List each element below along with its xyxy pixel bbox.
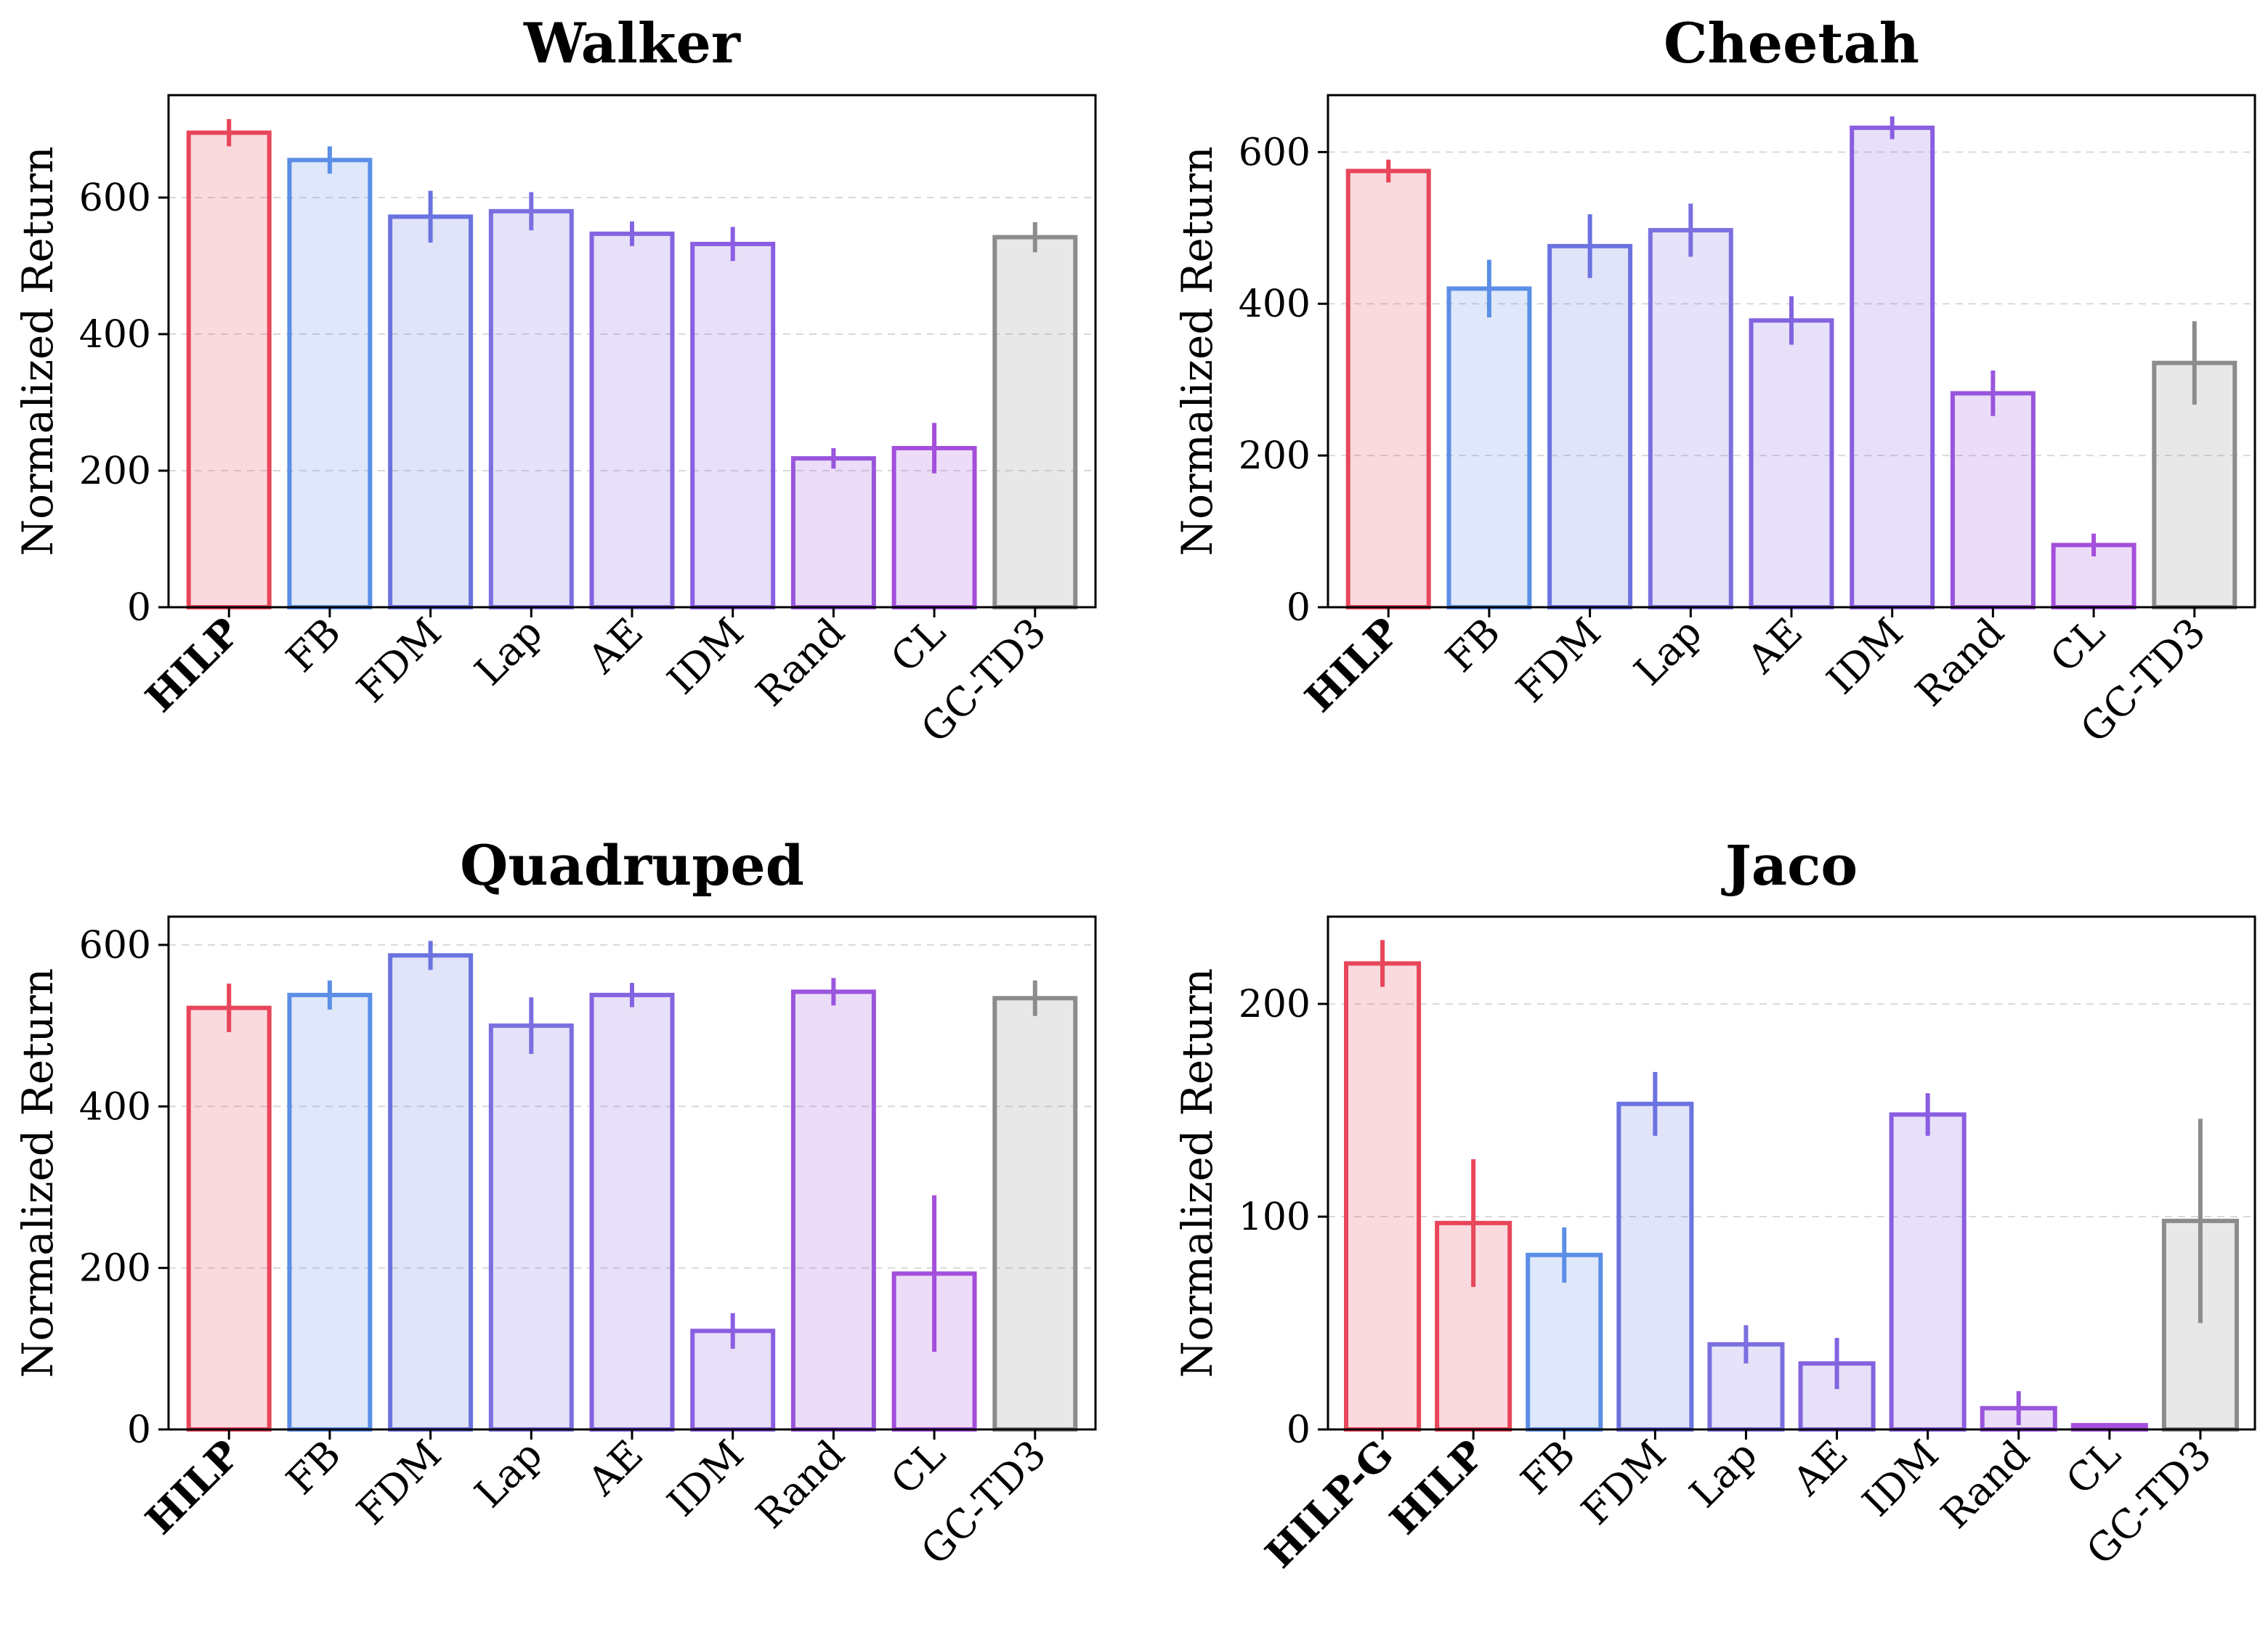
y-tick-label: 0 <box>127 586 151 630</box>
bar-rand <box>1950 391 2036 609</box>
y-axis-label: Normalized Return <box>1173 146 1222 556</box>
bar-rand <box>790 456 876 610</box>
x-tick-label: FDM <box>1573 1432 1675 1534</box>
x-tick-label: IDM <box>659 1432 753 1525</box>
bar-fb <box>287 158 373 610</box>
x-tick-label: Rand <box>748 609 854 715</box>
x-tick-label: FDM <box>1507 609 1610 712</box>
bar-fdm <box>388 953 474 1432</box>
x-tick-label: FB <box>278 1432 349 1504</box>
y-axis-label: Normalized Return <box>1173 968 1222 1378</box>
x-tick-label: AE <box>1783 1432 1857 1505</box>
x-tick-label: CL <box>882 609 954 681</box>
bar-ae <box>1798 1361 1876 1432</box>
y-tick-label: 600 <box>1239 131 1311 174</box>
bar-fdm <box>1616 1101 1694 1432</box>
y-tick-label: 200 <box>79 450 151 493</box>
x-tick-label: FB <box>278 609 349 681</box>
x-tick-label: HILP <box>137 609 249 721</box>
bar-idm <box>1850 125 1935 609</box>
x-tick-label: AE <box>578 1432 652 1505</box>
x-tick-label: Lap <box>1625 609 1710 694</box>
bar-fb <box>287 992 373 1432</box>
y-tick-label: 100 <box>1239 1196 1311 1239</box>
x-tick-label: HILP <box>137 1431 249 1543</box>
x-tick-label: FB <box>1512 1432 1584 1504</box>
x-tick-label: CL <box>882 1432 954 1504</box>
y-axis-label: Normalized Return <box>13 968 62 1378</box>
bar-hilp <box>186 130 272 609</box>
y-tick-label: 400 <box>79 313 151 357</box>
bar-fdm <box>388 214 474 609</box>
x-tick-label: Rand <box>1932 1432 2038 1538</box>
y-tick-label: 200 <box>1239 434 1311 478</box>
x-tick-label: IDM <box>1853 1432 1947 1525</box>
bar-ae <box>589 992 675 1432</box>
bar-lap <box>488 208 574 609</box>
bar-idm <box>690 241 776 609</box>
bar-hilp-g <box>1344 961 1422 1432</box>
bar-rand <box>790 989 876 1432</box>
bar-ae <box>589 231 675 609</box>
y-tick-label: 0 <box>1287 586 1311 630</box>
x-tick-label: HILP-G <box>1256 1431 1402 1577</box>
axes-frame <box>1327 915 2256 1431</box>
y-tick-label: 400 <box>1239 283 1311 326</box>
y-tick-label: 400 <box>79 1085 151 1129</box>
x-tick-label: CL <box>2057 1432 2129 1504</box>
x-tick-label: Lap <box>1681 1432 1766 1517</box>
chart-title: Cheetah <box>1664 11 1919 76</box>
chart-title: Quadruped <box>460 833 804 898</box>
bar-idm <box>1889 1112 1967 1432</box>
bar-fb <box>1446 286 1532 609</box>
x-tick-label: AE <box>1738 609 1811 683</box>
y-tick-label: 600 <box>79 924 151 967</box>
x-tick-label: Lap <box>466 609 551 694</box>
chart-title: Walker <box>523 11 741 76</box>
x-tick-label: CL <box>2041 609 2113 681</box>
x-tick-label: IDM <box>1818 609 1912 703</box>
x-tick-label: HILP <box>1296 609 1409 721</box>
bar-lap <box>1648 227 1733 609</box>
x-tick-label: HILP <box>1381 1431 1494 1543</box>
bar-lap <box>488 1023 574 1432</box>
chart-title: Jaco <box>1721 833 1858 898</box>
y-tick-label: 0 <box>127 1408 151 1452</box>
y-axis-label: Normalized Return <box>13 146 62 556</box>
y-tick-label: 600 <box>79 177 151 220</box>
bar-gc-td3 <box>992 996 1078 1432</box>
x-tick-label: AE <box>578 609 652 683</box>
x-tick-label: Lap <box>466 1432 551 1517</box>
bar-fdm <box>1547 243 1633 609</box>
y-tick-label: 0 <box>1287 1408 1311 1452</box>
bar-ae <box>1749 318 1834 609</box>
x-tick-label: FDM <box>348 1432 450 1534</box>
y-tick-label: 200 <box>1239 983 1311 1026</box>
x-tick-label: FDM <box>348 609 450 712</box>
x-tick-label: IDM <box>659 609 753 703</box>
bar-gc-td3 <box>992 235 1078 609</box>
x-tick-label: Rand <box>748 1432 854 1538</box>
x-tick-label: FB <box>1437 609 1509 681</box>
x-tick-label: Rand <box>1907 609 2013 715</box>
y-tick-label: 200 <box>79 1247 151 1291</box>
bar-hilp <box>186 1005 272 1432</box>
bar-hilp <box>1345 169 1431 609</box>
